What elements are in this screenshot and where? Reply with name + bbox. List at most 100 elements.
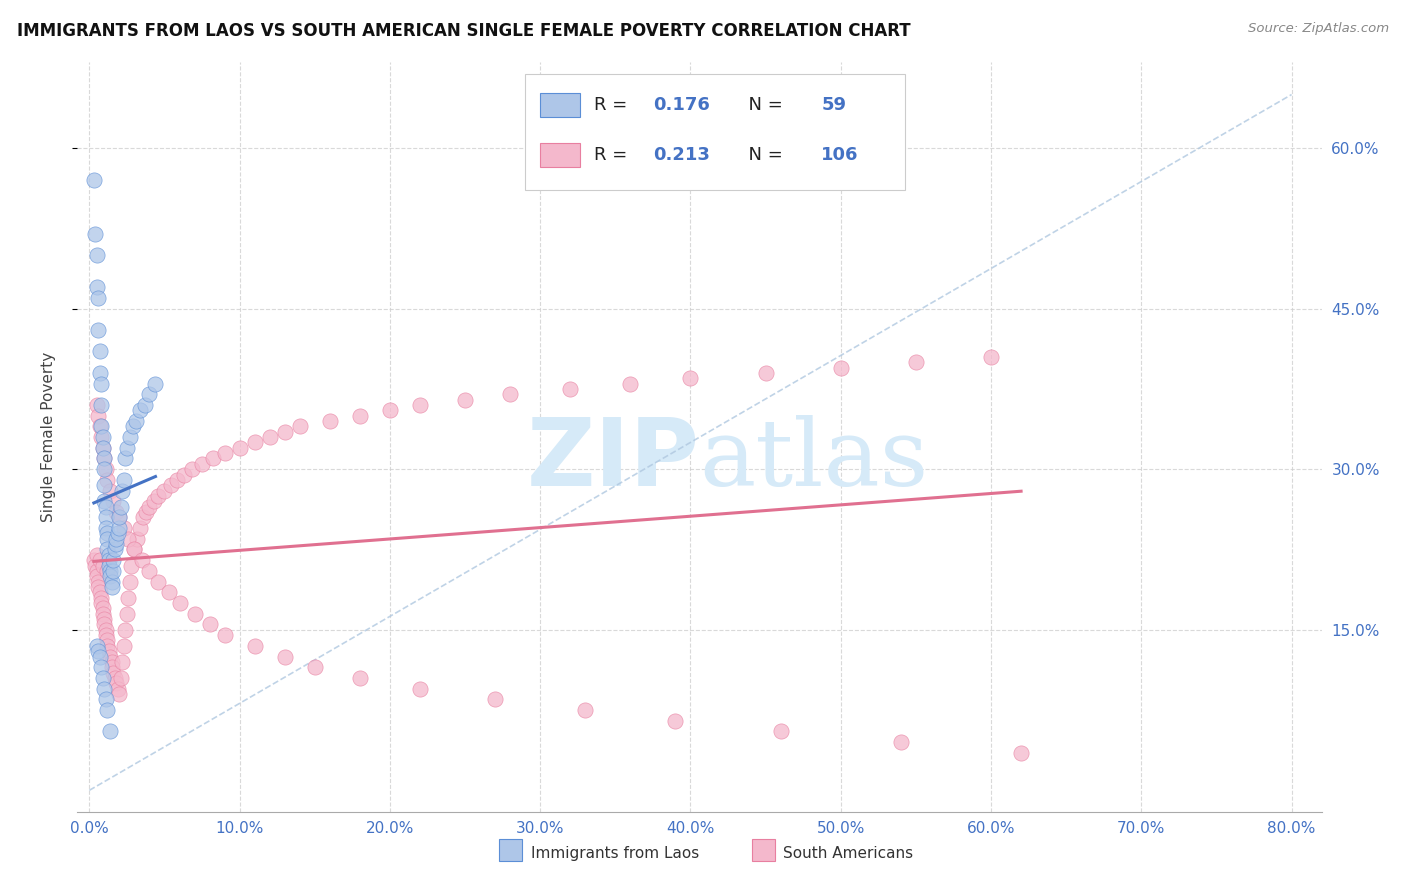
Point <box>112 639 135 653</box>
Point <box>125 414 148 428</box>
Point <box>93 681 115 696</box>
Point <box>110 500 132 514</box>
Point <box>124 542 146 557</box>
Point <box>87 574 110 589</box>
Point <box>117 591 139 605</box>
Point <box>134 398 156 412</box>
Point <box>105 537 128 551</box>
Point <box>499 387 522 401</box>
Point <box>96 703 118 717</box>
Point <box>96 532 118 546</box>
Point <box>91 601 114 615</box>
Point <box>112 473 135 487</box>
Point <box>111 655 134 669</box>
Point <box>91 607 114 621</box>
Point <box>86 548 108 562</box>
Text: ZIP: ZIP <box>527 414 700 506</box>
Point <box>86 564 108 578</box>
Point <box>120 558 142 573</box>
Point <box>97 548 120 562</box>
Point <box>288 419 311 434</box>
Point <box>135 505 157 519</box>
Y-axis label: Single Female Poverty: Single Female Poverty <box>42 352 56 522</box>
Point <box>145 376 167 391</box>
Point <box>105 676 128 690</box>
Point <box>84 227 107 241</box>
Point <box>105 505 128 519</box>
Point <box>904 355 927 369</box>
Point <box>138 564 160 578</box>
Point <box>664 714 686 728</box>
Point <box>86 639 108 653</box>
Point <box>86 398 108 412</box>
Point <box>91 671 114 685</box>
Point <box>91 441 114 455</box>
Point <box>90 398 112 412</box>
Point <box>87 323 110 337</box>
Point <box>96 564 118 578</box>
Point <box>214 628 236 642</box>
Point <box>96 526 118 541</box>
Point <box>83 173 105 187</box>
Point <box>274 425 297 439</box>
Point <box>83 553 105 567</box>
Point <box>89 366 111 380</box>
Point <box>100 483 122 498</box>
Point <box>166 473 188 487</box>
Point <box>93 451 115 466</box>
Point <box>93 478 115 492</box>
Point <box>101 574 124 589</box>
Point <box>100 649 122 664</box>
Point <box>89 649 111 664</box>
Point <box>183 607 205 621</box>
Point <box>114 623 136 637</box>
Point <box>122 419 145 434</box>
Point <box>560 382 582 396</box>
Point <box>111 483 134 498</box>
Point <box>157 585 180 599</box>
Point <box>108 521 131 535</box>
Point <box>114 451 136 466</box>
Point <box>91 558 114 573</box>
Point <box>94 521 117 535</box>
Point <box>93 617 115 632</box>
Point <box>101 655 124 669</box>
Point <box>89 553 111 567</box>
Point <box>94 462 117 476</box>
Point <box>243 435 266 450</box>
Point <box>112 521 135 535</box>
Point <box>115 607 138 621</box>
Point <box>830 360 852 375</box>
Point <box>349 409 371 423</box>
Point <box>349 671 371 685</box>
Point <box>129 403 152 417</box>
Point <box>619 376 641 391</box>
Point <box>104 671 127 685</box>
Point <box>484 692 506 706</box>
Point <box>94 692 117 706</box>
Point <box>87 291 110 305</box>
Point <box>91 441 114 455</box>
Point <box>93 612 115 626</box>
Point <box>100 724 122 739</box>
Point <box>103 564 125 578</box>
Point <box>201 451 224 466</box>
Text: N =: N = <box>737 145 789 163</box>
Point <box>93 451 115 466</box>
Point <box>96 633 118 648</box>
Text: 106: 106 <box>821 145 859 163</box>
Text: Source: ZipAtlas.com: Source: ZipAtlas.com <box>1249 22 1389 36</box>
Point <box>90 376 112 391</box>
Point <box>86 569 108 583</box>
Bar <box>540 93 581 117</box>
Point <box>105 532 128 546</box>
Point <box>89 419 111 434</box>
Point <box>131 553 153 567</box>
Point <box>93 462 115 476</box>
Point <box>274 649 297 664</box>
Point <box>104 542 127 557</box>
Point <box>100 564 122 578</box>
Point <box>87 409 110 423</box>
Point <box>228 441 250 455</box>
Point <box>127 532 149 546</box>
